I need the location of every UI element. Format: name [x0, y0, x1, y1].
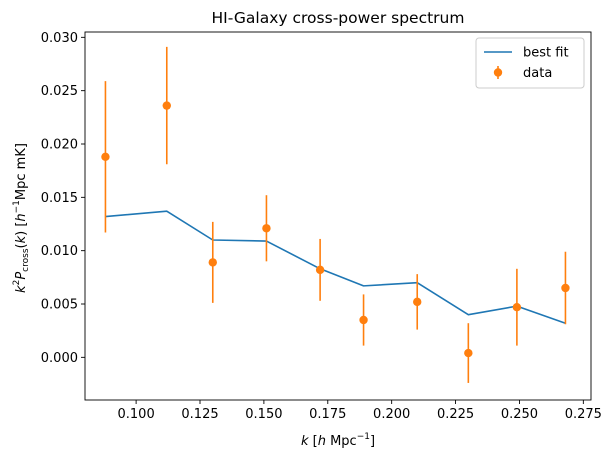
x-tick-label: 0.225: [437, 407, 474, 422]
y-tick-label: 0.020: [41, 138, 78, 153]
series-line-best-fit: [105, 210, 566, 324]
x-tick-label: 0.200: [373, 407, 410, 422]
plot-marks: [101, 46, 570, 383]
data-point: [413, 297, 422, 307]
x-tick-label: 0.275: [565, 407, 602, 422]
data-point: [262, 224, 271, 233]
data-point: [208, 258, 217, 267]
y-axis-label: k2Pcross(k) [h−1Mpc mK]: [12, 143, 31, 293]
legend-label-best-fit: best fit: [523, 46, 569, 61]
legend: best fit data: [475, 37, 585, 89]
data-point: [512, 303, 522, 312]
x-tick-label: 0.100: [118, 407, 155, 422]
y-tick-label: 0.010: [41, 244, 78, 259]
y-axis: 0.000 0.005 0.010 0.015 0.020 0.025 0.030: [41, 31, 85, 366]
plot-frame: [84, 31, 592, 401]
x-axis-label: k [h Mpc−1]: [301, 432, 375, 449]
x-tick-label: 0.150: [245, 407, 282, 422]
chart-title: HI-Galaxy cross-power spectrum: [212, 9, 465, 27]
data-point: [464, 348, 473, 358]
x-tick-label: 0.175: [309, 407, 346, 422]
x-tick-label: 0.250: [501, 407, 538, 422]
legend-marker-swatch: [493, 68, 503, 77]
data-point: [315, 265, 325, 275]
data-point: [359, 315, 368, 325]
y-tick-label: 0.000: [41, 351, 78, 366]
legend-box: [475, 37, 585, 89]
data-point: [101, 152, 110, 161]
x-axis: 0.100 0.125 0.150 0.175 0.200 0.225 0.250 0.275: [118, 400, 602, 422]
data-point: [561, 283, 570, 293]
x-tick-label: 0.125: [181, 407, 218, 422]
y-tick-label: 0.025: [41, 84, 78, 99]
plot-area: [84, 31, 592, 401]
legend-label-data: data: [523, 66, 552, 81]
y-tick-label: 0.030: [41, 31, 78, 46]
y-tick-label: 0.005: [41, 298, 78, 313]
data-point: [162, 101, 171, 110]
y-tick-label: 0.015: [41, 191, 78, 206]
